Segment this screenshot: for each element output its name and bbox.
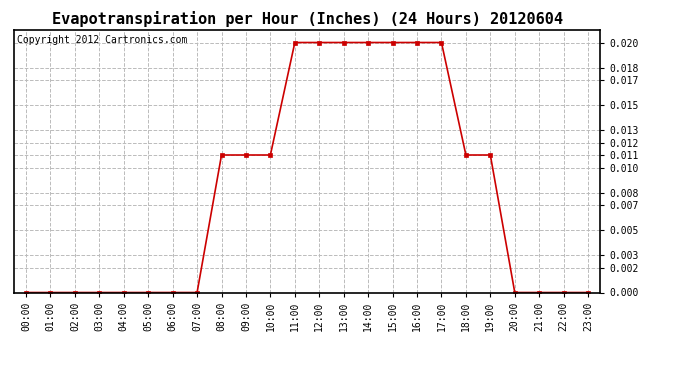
Title: Evapotranspiration per Hour (Inches) (24 Hours) 20120604: Evapotranspiration per Hour (Inches) (24… xyxy=(52,12,562,27)
Text: Copyright 2012 Cartronics.com: Copyright 2012 Cartronics.com xyxy=(17,35,187,45)
